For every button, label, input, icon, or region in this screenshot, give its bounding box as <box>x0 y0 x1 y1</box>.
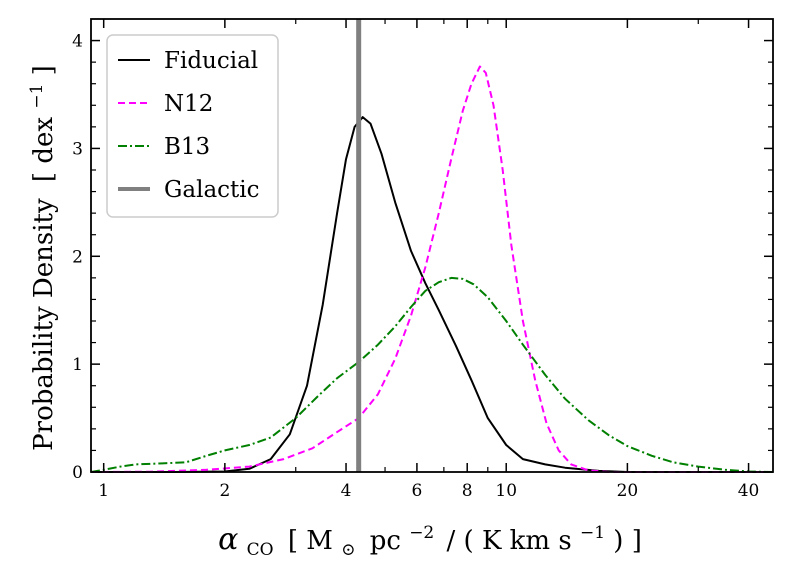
series-fiducial-curve <box>91 116 773 473</box>
x-tick-label: 6 <box>412 481 423 501</box>
x-tick-label: 4 <box>341 481 352 501</box>
y-axis-title-unit: dex <box>29 117 59 164</box>
x-tick-label: 2 <box>219 481 230 501</box>
x-axis-title-paren-close: ) <box>613 526 623 556</box>
legend-label-n12: N12 <box>164 91 213 117</box>
x-axis-title-kkms: K km s <box>482 526 572 556</box>
plot-frame <box>90 18 774 473</box>
y-tick-label: 1 <box>72 355 83 375</box>
x-axis-title-bracket-close: ] <box>632 526 642 556</box>
y-axis-title-bracket-open: [ <box>29 172 59 182</box>
x-axis-title-mass: M <box>306 526 333 556</box>
tick-marks <box>91 19 773 473</box>
x-axis-title-pc: pc <box>370 526 401 556</box>
x-axis-title-bracket-open: [ <box>288 526 298 556</box>
y-tick-label: 4 <box>72 32 83 52</box>
x-axis-title-separator: / <box>447 526 456 556</box>
x-axis-title-exponent-2: −1 <box>580 523 605 543</box>
y-axis-title-main: Probability Density <box>29 198 59 451</box>
x-tick-label: 1 <box>98 481 109 501</box>
x-axis-title-exponent-1: −2 <box>409 523 434 543</box>
y-tick-label: 2 <box>72 247 83 267</box>
y-tick-labels: 0 1 2 3 4 <box>72 32 83 483</box>
y-axis-title-bracket-close: ] <box>29 65 59 75</box>
x-axis-title: α CO [ M ⊙ pc −2 / ( K km s −1 ) ] <box>218 515 642 562</box>
x-axis-title-paren-open: ( <box>464 526 474 556</box>
x-tick-labels: 1 2 4 6 8 10 20 40 <box>98 481 759 501</box>
legend-label-fiducial: Fiducial <box>164 48 258 74</box>
plot-curves <box>90 65 774 473</box>
legend-label-galactic: Galactic <box>164 177 260 203</box>
y-axis-title: Probability Density [ dex −1 ] <box>19 65 59 451</box>
series-n12-curve <box>90 65 773 473</box>
y-tick-label: 0 <box>72 463 83 483</box>
x-tick-label: 40 <box>738 481 760 501</box>
x-axis-title-subscript: CO <box>247 540 274 560</box>
series-b13-curve <box>90 276 774 473</box>
legend-box <box>106 34 279 218</box>
x-axis-title-sun: ⊙ <box>341 540 355 560</box>
x-axis-title-symbol: α <box>218 522 238 557</box>
x-tick-label: 20 <box>617 481 639 501</box>
y-tick-label: 3 <box>72 139 83 159</box>
legend-label-b13: B13 <box>164 134 210 160</box>
legend: Fiducial N12 B13 Galactic <box>106 34 279 218</box>
y-axis-title-exponent: −1 <box>27 84 47 109</box>
x-tick-label: 10 <box>495 481 517 501</box>
x-tick-label: 8 <box>462 481 473 501</box>
